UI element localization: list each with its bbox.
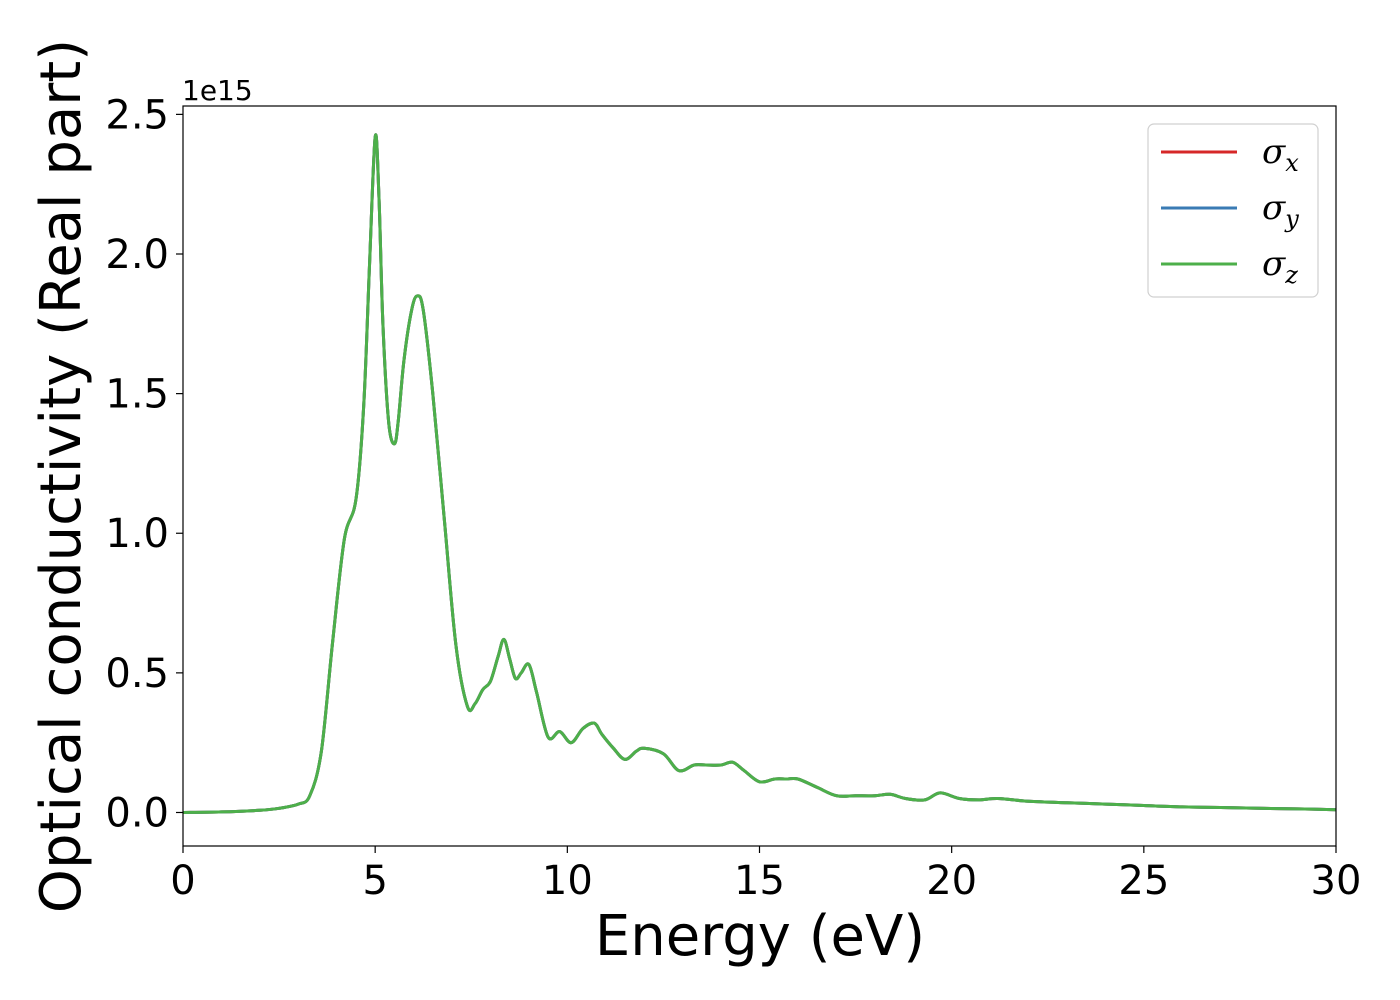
x-tick-label: 0 xyxy=(170,858,195,904)
y-tick-label: 2.0 xyxy=(105,232,169,278)
legend: σx σy σz xyxy=(1147,123,1319,298)
x-tick-label: 15 xyxy=(734,858,785,904)
x-tick-label: 5 xyxy=(362,858,387,904)
y-tick-label: 0.5 xyxy=(105,651,169,697)
y-offset-label: 1e15 xyxy=(182,74,253,107)
x-tick-label: 20 xyxy=(926,858,977,904)
x-axis-title: Energy (eV) xyxy=(595,904,925,969)
legend-label-sigma-y: σy xyxy=(1262,188,1299,233)
legend-label-sigma-x: σx xyxy=(1262,132,1299,177)
x-tick-label: 10 xyxy=(542,858,593,904)
y-tick-label: 0.0 xyxy=(105,790,169,836)
legend-frame xyxy=(1147,123,1319,298)
plot-area xyxy=(183,106,1336,846)
y-tick-label: 2.5 xyxy=(105,92,169,138)
y-axis-title: Optical conductivity (Real part) xyxy=(29,39,94,913)
y-tick-label: 1.5 xyxy=(105,372,169,418)
plot-frame xyxy=(182,105,1337,847)
y-axis-ticks: 0.0 0.5 1.0 1.5 2.0 2.5 xyxy=(105,92,183,836)
series-lines xyxy=(182,133,1337,814)
x-tick-label: 25 xyxy=(1118,858,1169,904)
y-tick-label: 1.0 xyxy=(105,511,169,557)
x-tick-label: 30 xyxy=(1311,858,1362,904)
x-axis-ticks: 0 5 10 15 20 25 30 xyxy=(170,846,1361,904)
series-line-sigma-z xyxy=(182,133,1337,814)
legend-label-sigma-z: σz xyxy=(1262,244,1298,289)
